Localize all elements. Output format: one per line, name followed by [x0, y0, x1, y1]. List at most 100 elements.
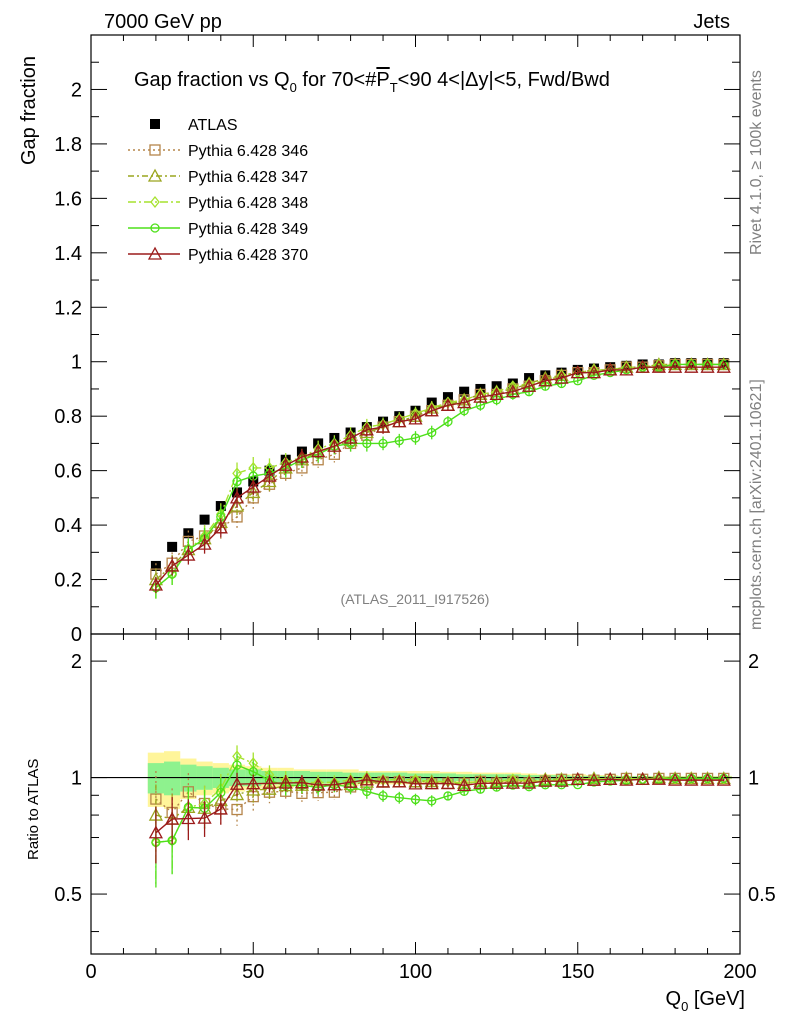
- ratio-series-point: [505, 775, 520, 789]
- legend-label: Pythia 6.428 349: [188, 221, 308, 238]
- series-point: [684, 359, 699, 373]
- legend-marker: [150, 223, 160, 233]
- legend-atlas-marker: [150, 119, 160, 129]
- ratio-series-point: [603, 771, 618, 785]
- series-point: [359, 422, 374, 436]
- ratio-series-point: [443, 791, 453, 801]
- atlas-data-point: [150, 560, 161, 571]
- series-point: [378, 438, 388, 449]
- ratio-series-point: [619, 772, 634, 786]
- x-title-main: Q: [666, 988, 682, 1010]
- ratio-series-point: [278, 775, 293, 789]
- series-point: [394, 436, 404, 446]
- atlas-data-point: [167, 541, 178, 552]
- series-point: [651, 359, 666, 373]
- series-point: [327, 438, 342, 452]
- ratio-series-point: [165, 811, 180, 825]
- atlas-data-point: [199, 514, 210, 525]
- ratio-series-point: [232, 760, 242, 770]
- ratio-series-point: [702, 772, 713, 785]
- mcplots-reference-label: mcplots.cern.ch [arXiv:2401.10621]: [748, 379, 765, 630]
- series-point: [702, 358, 713, 371]
- ratio-panel: 0 50 100 150 200 0.5 0.5 1 1 2 2: [54, 633, 776, 983]
- title-pbar: P: [376, 69, 389, 91]
- legend-label: Pythia 6.428 348: [188, 195, 308, 212]
- ratio-series-point: [229, 787, 245, 801]
- series-point: [246, 479, 261, 493]
- series-point: [197, 536, 212, 550]
- series-point: [213, 520, 228, 534]
- ratio-series-point: [362, 786, 372, 797]
- atlas-data-point: [183, 528, 194, 539]
- ratio-series-point: [262, 775, 277, 789]
- y-tick-label: 1.8: [54, 134, 82, 156]
- series-point: [229, 490, 245, 504]
- rivet-version-label: Rivet 4.1.0, ≥ 100k events: [748, 70, 765, 255]
- y-tick-label: 0.8: [54, 406, 82, 428]
- series-line: [155, 363, 724, 589]
- series-point: [686, 358, 697, 371]
- x-tick-label: 50: [242, 961, 264, 983]
- x-tick-label: 100: [399, 961, 432, 983]
- ratio-series-point: [686, 772, 697, 785]
- series-point: [668, 359, 683, 373]
- ratio-series-point: [427, 796, 437, 806]
- series-point: [538, 373, 553, 387]
- y-tick-label: 2: [71, 79, 82, 101]
- legend: ATLAS Pythia 6.428 346 Pythia 6.428 347 Pyt…: [128, 117, 308, 264]
- series-point: [165, 558, 180, 572]
- header-left: 7000 GeV pp: [104, 11, 222, 33]
- series-point: [262, 468, 277, 482]
- ratio-series-point: [375, 774, 391, 788]
- ratio-series-point: [408, 776, 423, 790]
- header-right: Jets: [693, 11, 730, 33]
- series-point: [311, 444, 326, 458]
- x-title-sub: 0: [681, 999, 688, 1014]
- series-point: [362, 438, 372, 449]
- x-tick-label: 150: [561, 961, 594, 983]
- ratio-series-point: [378, 791, 388, 801]
- ratio-series-line: [155, 755, 724, 844]
- series-line: [155, 363, 724, 589]
- title-sub-t: T: [390, 80, 398, 95]
- x-title-unit: [GeV]: [688, 988, 745, 1010]
- series-point: [603, 362, 618, 376]
- title-mid: for 70<#: [297, 69, 377, 91]
- y-tick-label: 0.4: [54, 515, 82, 537]
- ratio-band-green: [147, 763, 165, 794]
- ratio-frame: [90, 633, 741, 955]
- series-point: [718, 358, 729, 371]
- ratio-series-point: [718, 772, 729, 785]
- atlas-data-point: [459, 386, 470, 397]
- series-point: [457, 395, 472, 409]
- y-axis-title: Gap fraction: [18, 56, 40, 165]
- series-point: [229, 498, 245, 512]
- ratio-series-point: [229, 776, 245, 790]
- series-point: [181, 547, 196, 561]
- series-point: [473, 389, 488, 403]
- series-point: [278, 457, 293, 471]
- ratio-series-point: [394, 792, 404, 803]
- series-point: [573, 376, 583, 386]
- y-tick-label: 0.6: [54, 461, 82, 483]
- ratio-series-point: [554, 773, 569, 787]
- series-point: [521, 378, 537, 392]
- series-point: [700, 359, 715, 373]
- ratio-series-point: [148, 825, 163, 839]
- series-point: [505, 384, 520, 398]
- ratio-series-point: [246, 776, 261, 790]
- title-post: <90 4<|Δy|<5, Fwd/Bwd: [398, 69, 610, 91]
- ratio-series-point: [570, 771, 585, 785]
- y-tick-label: 1.6: [54, 188, 82, 210]
- legend-marker: [147, 246, 163, 260]
- series-point: [654, 358, 664, 371]
- ratio-series-point: [538, 773, 553, 787]
- x-tick-label: 0: [85, 961, 96, 983]
- series-point: [586, 365, 602, 379]
- ratio-series-point: [392, 774, 407, 788]
- series-point: [440, 397, 456, 411]
- ratio-series-point: [410, 794, 421, 805]
- series-point: [375, 419, 391, 433]
- legend-label: Pythia 6.428 346: [188, 143, 308, 160]
